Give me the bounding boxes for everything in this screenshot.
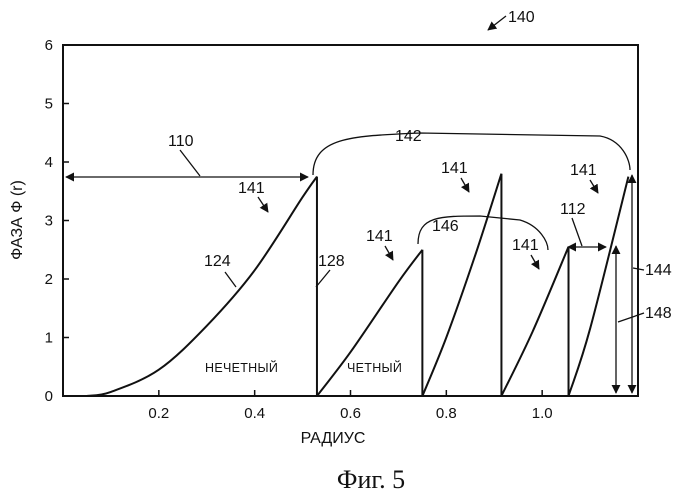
- y-tick-label: 3: [45, 213, 53, 230]
- annotation-141-e: 141: [570, 162, 597, 179]
- x-tick-label: 0.6: [340, 405, 361, 422]
- annotation-141-a: 141: [238, 180, 265, 197]
- annotation-141-d: 141: [512, 237, 539, 254]
- annotation-141-b: 141: [366, 228, 393, 245]
- x-tick-label: 0.8: [436, 405, 457, 422]
- arrow-141-c: [461, 178, 469, 192]
- y-tick-label: 5: [45, 96, 53, 113]
- annotation-124: 124: [204, 253, 231, 270]
- y-tick-label: 6: [45, 37, 53, 54]
- leader-124: [225, 272, 236, 287]
- annotation-148: 148: [645, 305, 672, 322]
- arrow-141-e: [590, 180, 598, 193]
- y-tick-label: 4: [45, 154, 53, 171]
- arrow-141-a: [258, 197, 268, 212]
- phase-segment-1: [87, 177, 317, 396]
- annotation-146: 146: [432, 218, 459, 235]
- x-axis-label: РАДИУС: [301, 430, 366, 447]
- leader-148: [618, 313, 644, 322]
- annotation-128: 128: [318, 253, 345, 270]
- x-tick-label: 1.0: [532, 405, 553, 422]
- axis-ticks: 0.2 0.4 0.6 0.8 1.0 0 1 2 3 4 5 6: [45, 37, 553, 422]
- region-label-odd: НЕЧЕТНЫЙ: [205, 360, 278, 375]
- x-tick-label: 0.2: [148, 405, 169, 422]
- y-tick-label: 1: [45, 330, 53, 347]
- arrow-141-d: [531, 255, 539, 269]
- arrow-141-b: [385, 246, 393, 260]
- phase-segment-3: [422, 174, 501, 396]
- leader-140: [488, 16, 506, 30]
- annotation-142: 142: [395, 128, 422, 145]
- plot-frame: [63, 45, 638, 396]
- region-label-even: ЧЕТНЫЙ: [347, 360, 402, 375]
- annotation-144: 144: [645, 262, 672, 279]
- x-tick-label: 0.4: [244, 405, 265, 422]
- figure-caption: Фиг. 5: [337, 465, 405, 494]
- annotation-112: 112: [560, 201, 586, 218]
- y-axis-label: ФАЗА Ф (r): [9, 180, 26, 260]
- annotation-140: 140: [508, 9, 535, 26]
- phase-curves: [63, 174, 628, 396]
- leader-112: [572, 218, 582, 246]
- leader-110: [180, 150, 200, 176]
- annotation-110: 110: [168, 133, 194, 150]
- leader-128: [316, 270, 330, 287]
- annotation-141-c: 141: [441, 160, 468, 177]
- phase-segment-4: [501, 247, 568, 396]
- y-tick-label: 0: [45, 388, 53, 405]
- y-tick-label: 2: [45, 271, 53, 288]
